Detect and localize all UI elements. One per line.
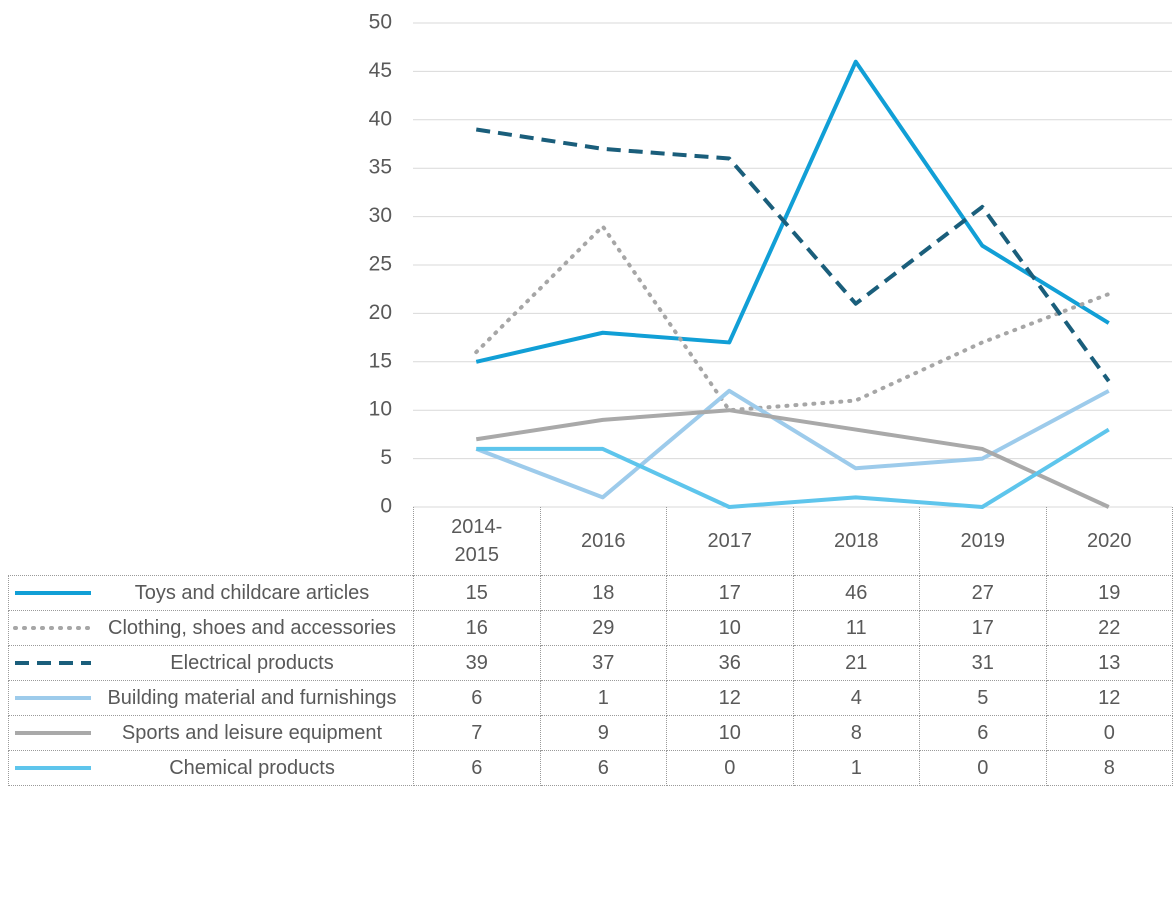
legend-cell: Sports and leisure equipment: [8, 715, 414, 751]
value-cell: 39: [413, 645, 541, 681]
legend-label: Chemical products: [169, 757, 335, 779]
x-tick-label: 2014-2015: [451, 516, 503, 566]
legend-entry: Clothing, shoes and accessories: [11, 614, 411, 642]
legend-swatch: [15, 591, 91, 595]
value-cell: 22: [1045, 610, 1173, 646]
legend-entry: Chemical products: [11, 754, 411, 782]
category-cell: 2014-2015: [413, 507, 541, 576]
value-cell: 8: [792, 715, 920, 751]
legend-label: Clothing, shoes and accessories: [108, 617, 396, 639]
y-tick-label: 0: [380, 495, 392, 518]
value-cell: 17: [666, 575, 794, 611]
legend-label: Sports and leisure equipment: [121, 722, 383, 744]
legend-cell: Electrical products: [8, 645, 414, 681]
legend-swatch: [15, 731, 91, 735]
value-cell: 12: [1045, 680, 1173, 716]
category-cell: 2020: [1045, 507, 1173, 576]
value-cell: 15: [413, 575, 541, 611]
value-cell: 21: [792, 645, 920, 681]
x-tick-label: 2017: [707, 530, 753, 552]
series-line: [475, 59, 1110, 364]
table-row: Sports and leisure equipment 7 9 10 8 6 0: [8, 715, 1173, 751]
value-cell: 11: [792, 610, 920, 646]
y-tick-label: 20: [369, 301, 392, 324]
value-cell: 0: [666, 750, 794, 786]
value-cell: 13: [1045, 645, 1173, 681]
legend-cell: Chemical products: [8, 750, 414, 786]
legend-swatch: [13, 626, 93, 630]
legend-cell: Clothing, shoes and accessories: [8, 610, 414, 646]
y-tick-label: 15: [369, 349, 392, 372]
legend-swatch: [15, 661, 91, 665]
value-cell: 6: [919, 715, 1047, 751]
category-cell: 2017: [666, 507, 794, 576]
value-cell: 37: [539, 645, 667, 681]
x-tick-label: 2016: [581, 530, 626, 552]
corner: [9, 507, 414, 576]
value-cell: 6: [539, 750, 667, 786]
legend-label: Toys and childcare articles: [134, 582, 370, 604]
table-row: Toys and childcare articles 15 18 17 46 27 19: [8, 575, 1173, 611]
value-cell: 7: [413, 715, 541, 751]
series-line: [476, 427, 1110, 509]
value-cell: 36: [666, 645, 794, 681]
value-cell: 1: [539, 680, 667, 716]
value-cell: 10: [666, 610, 794, 646]
x-tick-label: 2020: [1087, 530, 1132, 552]
table-header: 2014-2015 2016 2017 2018 2019 2020: [9, 507, 1173, 576]
series-line: [475, 127, 1111, 383]
legend-cell: Building material and furnishings: [8, 680, 414, 716]
y-tick-label: 35: [369, 156, 392, 179]
value-cell: 5: [919, 680, 1047, 716]
value-cell: 0: [1045, 715, 1173, 751]
value-cell: 0: [919, 750, 1047, 786]
legend-label: Building material and furnishings: [107, 687, 397, 709]
legend-entry: Toys and childcare articles: [11, 579, 411, 607]
value-cell: 8: [1045, 750, 1173, 786]
value-cell: 29: [539, 610, 667, 646]
legend-cell: Toys and childcare articles: [8, 575, 414, 611]
value-cell: 6: [413, 680, 541, 716]
value-cell: 9: [539, 715, 667, 751]
data-table: 2014-2015 2016 2017 2018 2019 2020 Toys and ch…: [8, 507, 1173, 786]
value-cell: 19: [1045, 575, 1173, 611]
y-tick-label: 45: [369, 59, 392, 82]
legend-entry: Building material and furnishings: [11, 684, 411, 712]
x-tick-label: 2018: [834, 530, 879, 552]
table-row: Electrical products 39 37 36 21 31 13: [8, 645, 1173, 681]
legend-swatch: [15, 696, 91, 700]
value-cell: 12: [666, 680, 794, 716]
y-tick-label: 10: [369, 398, 392, 421]
value-cell: 6: [413, 750, 541, 786]
category-cell: 2019: [919, 507, 1047, 576]
value-cell: 10: [666, 715, 794, 751]
legend-entry: Electrical products: [11, 649, 411, 677]
y-tick-label: 30: [369, 204, 392, 227]
x-tick-label: 2019: [960, 530, 1006, 552]
legend-label: Electrical products: [170, 652, 334, 674]
value-cell: 27: [919, 575, 1047, 611]
y-tick-label: 50: [369, 11, 392, 34]
value-cell: 31: [919, 645, 1047, 681]
value-cell: 1: [792, 750, 920, 786]
table-row: Clothing, shoes and accessories 16 29 10 11 1…: [8, 610, 1173, 646]
value-cell: 16: [413, 610, 541, 646]
value-cell: 17: [919, 610, 1047, 646]
series-line: [475, 388, 1110, 500]
y-tick-label: 40: [369, 107, 392, 130]
legend-swatch: [15, 766, 91, 770]
value-cell: 46: [792, 575, 920, 611]
table-row: Building material and furnishings 6 1 12 4 5 1…: [8, 680, 1173, 716]
category-cell: 2016: [539, 507, 667, 576]
series-line: [475, 408, 1110, 509]
legend-entry: Sports and leisure equipment: [11, 719, 411, 747]
y-tick-label: 25: [369, 253, 392, 276]
value-cell: 4: [792, 680, 920, 716]
value-cell: 18: [539, 575, 667, 611]
y-tick-label: 5: [380, 446, 392, 469]
table-row: Chemical products 6 6 0 1 0 8: [8, 750, 1173, 786]
category-cell: 2018: [792, 507, 920, 576]
